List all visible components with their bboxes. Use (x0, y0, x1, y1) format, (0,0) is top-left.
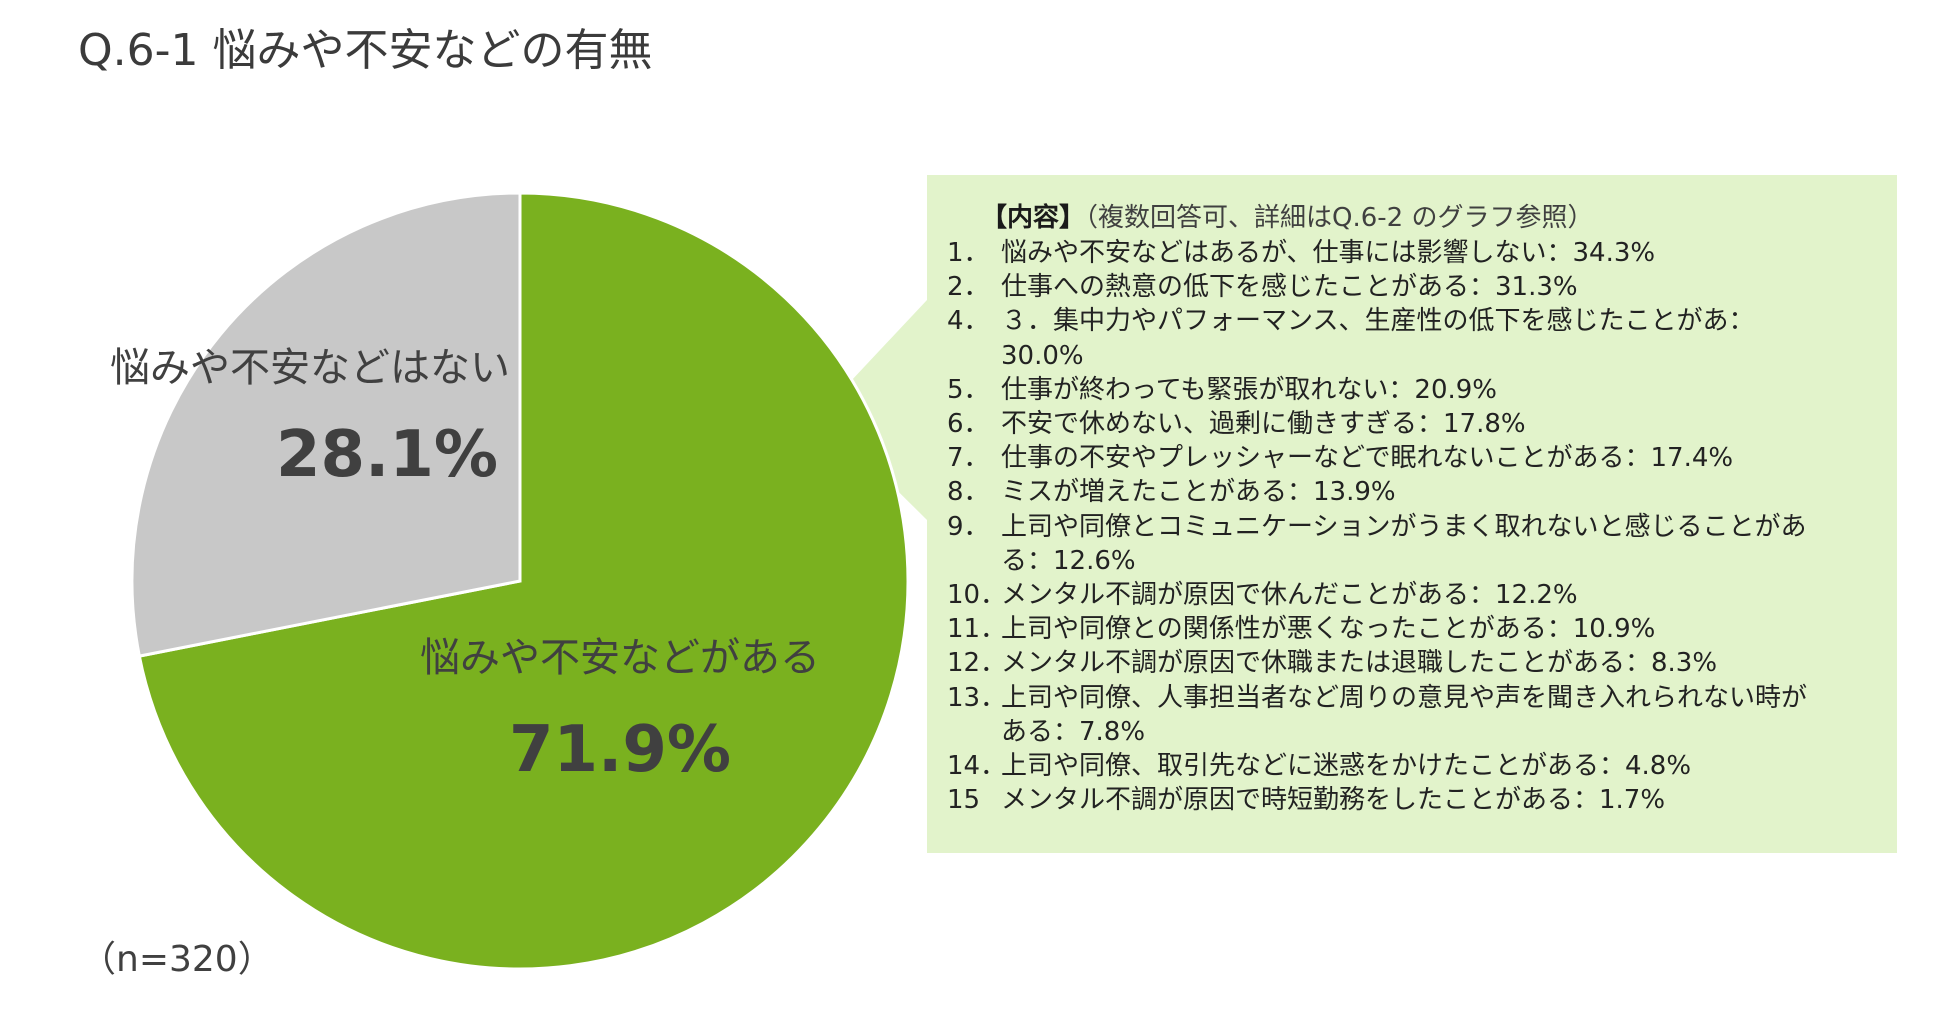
callout-item-text: 上司や同僚、人事担当者など周りの意見や声を聞き入れられない時がある：7.8% (1001, 682, 1808, 747)
callout-item-text: 上司や同僚とコミュニケーションがうまく取れないと感じることがある：12.6% (1001, 511, 1807, 576)
callout-item: 13． 上司や同僚、人事担当者など周りの意見や声を聞き入れられない時がある：7.8… (947, 681, 1877, 749)
callout-item-text: メンタル不調が原因で休職または退職したことがある：8.3% (1001, 648, 1718, 679)
callout-item-number: 9． (947, 511, 990, 542)
slice-name-no: 悩みや不安などはない (110, 345, 510, 391)
callout-item: 7． 仕事の不安やプレッシャーなどで眠れないことがある：17.4% (947, 441, 1877, 475)
callout-item-number: 15 (947, 785, 981, 816)
callout-item-text: 悩みや不安などはあるが、仕事には影響しない：34.3% (1001, 238, 1656, 268)
callout-item-text: 仕事の不安やプレッシャーなどで眠れないことがある：17.4% (1001, 443, 1734, 474)
callout-heading: 【内容】（複数回答可、詳細はQ.6-2 のグラフ参照） (947, 201, 1877, 236)
callout-item-text: メンタル不調が原因で時短勤務をしたことがある：1.7% (1001, 785, 1666, 816)
callout-item: 8． ミスが増えたことがある：13.9% (947, 475, 1877, 509)
callout-item: 10． メンタル不調が原因で休んだことがある：12.2% (947, 578, 1877, 612)
callout-item-number: 11． (947, 614, 1007, 645)
callout-heading-note: （複数回答可、詳細はQ.6-2 のグラフ参照） (1085, 203, 1594, 233)
sample-size: （n=320） (80, 939, 274, 980)
callout-item: 15 メンタル不調が原因で時短勤務をしたことがある：1.7% (947, 783, 1877, 817)
callout-item-number: 5． (947, 374, 990, 405)
callout-item-number: 12． (947, 648, 1007, 679)
callout-item-number: 14． (947, 751, 1007, 782)
callout-item-text: 上司や同僚との関係性が悪くなったことがある：10.9% (1001, 614, 1656, 645)
pie-slice-yes (137, 191, 910, 971)
slice-value-no: 28.1% (275, 418, 498, 492)
callout-item-text: 仕事が終わっても緊張が取れない：20.9% (1001, 374, 1497, 405)
callout-item: 9． 上司や同僚とコミュニケーションがうまく取れないと感じることがある：12.6% (947, 510, 1877, 578)
callout-item-number: 13． (947, 682, 1007, 713)
callout-item: 2． 仕事への熱意の低下を感じたことがある：31.3% (947, 270, 1877, 304)
callout-item: 5． 仕事が終わっても緊張が取れない：20.9% (947, 373, 1877, 407)
callout-item: 12． メンタル不調が原因で休職または退職したことがある：8.3% (947, 646, 1877, 680)
callout-item-number: 2． (947, 272, 990, 303)
callout-item-number: 7． (947, 443, 990, 474)
pie-slice-no (130, 191, 522, 658)
callout-item-text: ミスが増えたことがある：13.9% (1001, 477, 1396, 508)
callout-item-number: 1． (947, 238, 990, 268)
callout-item-text: 仕事への熱意の低下を感じたことがある：31.3% (1001, 272, 1578, 303)
callout-item-text: メンタル不調が原因で休んだことがある：12.2% (1001, 580, 1578, 611)
callout-heading-bold: 【内容】 (981, 203, 1086, 233)
callout-item: 1． 悩みや不安などはあるが、仕事には影響しない：34.3% (947, 236, 1877, 270)
callout-item-number: 8． (947, 477, 990, 508)
callout-item: 14． 上司や同僚、取引先などに迷惑をかけたことがある：4.8% (947, 749, 1877, 783)
callout-item-number: 10． (947, 580, 1007, 611)
callout-item-text: 不安で休めない、過剰に働きすぎる：17.8% (1001, 409, 1526, 440)
callout-item: 11． 上司や同僚との関係性が悪くなったことがある：10.9% (947, 612, 1877, 646)
callout-item-number: 6． (947, 409, 990, 440)
callout-item: 6． 不安で休めない、過剰に働きすぎる：17.8% (947, 407, 1877, 441)
callout-item-text: ３．集中力やパフォーマンス、生産性の低下を感じたことがあ：30.0% (1001, 306, 1755, 371)
callout-pointer (820, 300, 927, 520)
callout-item-number: 4． (947, 306, 990, 337)
details-callout: 【内容】（複数回答可、詳細はQ.6-2 のグラフ参照） 1． 悩みや不安などはある… (927, 175, 1897, 853)
callout-item-text: 上司や同僚、取引先などに迷惑をかけたことがある：4.8% (1001, 751, 1692, 782)
callout-item: 4． ３．集中力やパフォーマンス、生産性の低下を感じたことがあ：30.0% (947, 304, 1877, 372)
callout-list: 1． 悩みや不安などはあるが、仕事には影響しない：34.3% 2． 仕事への熱意の低下… (947, 236, 1877, 817)
slice-label-yes: 悩みや不安などがある 71.9% (400, 625, 840, 787)
slice-name-yes: 悩みや不安などがある (420, 635, 820, 681)
slice-value-yes: 71.9% (508, 713, 732, 787)
slice-label-no: 悩みや不安などはない 28.1% (70, 335, 510, 492)
chart-title: Q.6-1 悩みや不安などの有無 (78, 25, 653, 76)
